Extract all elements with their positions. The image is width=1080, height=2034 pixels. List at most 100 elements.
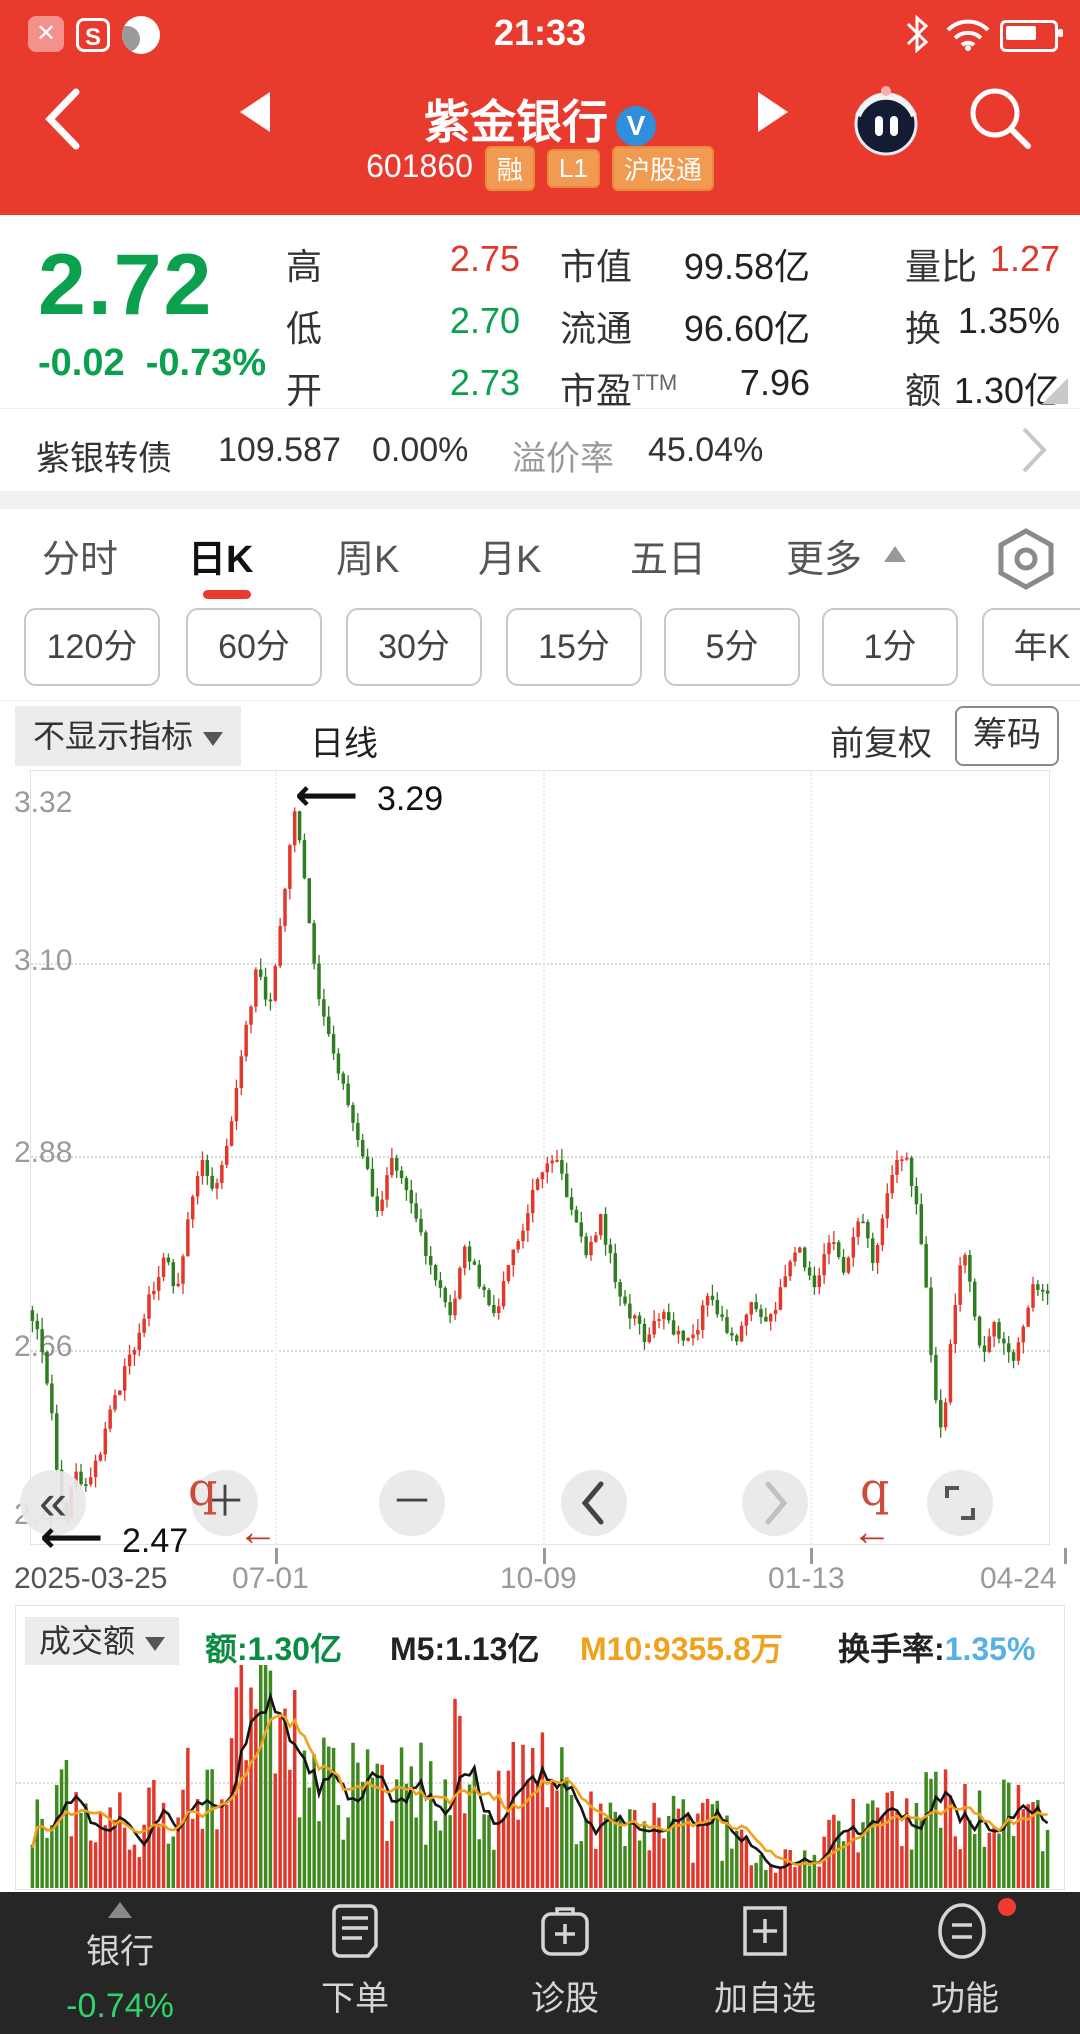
nav-item-functions[interactable]: 功能 — [880, 1892, 1050, 2020]
kline-candles — [30, 807, 1050, 1519]
amount-label: 额 — [905, 370, 942, 411]
btn-15min[interactable]: 15分 — [506, 608, 642, 686]
pan-left-button[interactable] — [561, 1470, 627, 1536]
tab-daily-k[interactable]: 日K — [188, 539, 254, 581]
btn-5min[interactable]: 5分 — [664, 608, 800, 686]
float-label: 流通 — [560, 308, 633, 349]
x-tick-july: 07-01 — [232, 1562, 309, 1595]
tab-minute-chart[interactable]: 分时 — [42, 539, 119, 581]
robot-assistant-icon[interactable] — [848, 82, 924, 158]
marketcap-label: 市值 — [560, 246, 633, 287]
volume-indicator-selector[interactable]: 成交额 — [25, 1617, 180, 1665]
volume-ma10: M10:9355.8万 — [580, 1631, 783, 1667]
notification-x-icon: ✕ — [28, 16, 64, 52]
turnover-rate: 换手率:1.35% — [838, 1631, 1036, 1667]
notification-dot — [998, 1898, 1016, 1916]
collapse-up-icon — [108, 1902, 132, 1918]
caret-down-icon — [203, 731, 224, 746]
pe-value: 7.96 — [739, 362, 810, 403]
volume-amount: 额:1.30亿 — [205, 1631, 342, 1667]
btn-1min[interactable]: 1分 — [822, 608, 958, 686]
order-doc-icon — [332, 1904, 378, 1958]
tab-five-day[interactable]: 五日 — [630, 539, 707, 581]
header: 21:33 ✕ S 紫金银行 V 601860 融 L1 沪股通 — [0, 0, 1080, 215]
volume-chart-area[interactable] — [15, 1605, 1065, 1890]
x-tick-start: 2025-03-25 — [14, 1562, 168, 1595]
volratio-value: 1.27 — [989, 238, 1060, 279]
arrow-left-icon: ⟵ — [295, 771, 359, 820]
next-stock-button[interactable] — [758, 92, 788, 132]
battery-icon — [1000, 20, 1063, 52]
nav-item-diagnose[interactable]: 诊股 — [480, 1892, 650, 2020]
chevron-right-icon — [1022, 427, 1047, 473]
level-badge: L1 — [546, 149, 600, 188]
bluetooth-icon — [906, 14, 929, 54]
red-q-mark-left: q — [188, 1462, 218, 1516]
y-tick-2-88: 2.88 — [14, 1136, 73, 1169]
x-tick-end: 04-24 — [980, 1562, 1057, 1595]
float-value: 96.60亿 — [683, 308, 810, 349]
btn-30min[interactable]: 30分 — [346, 608, 482, 686]
zoom-in-button[interactable]: ＋ — [192, 1470, 258, 1536]
search-icon[interactable] — [962, 80, 1038, 156]
tab-more[interactable]: 更多 — [786, 539, 863, 581]
last-price: 2.72 — [38, 237, 214, 333]
btn-120min[interactable]: 120分 — [24, 608, 160, 686]
y-tick-3-32: 3.32 — [14, 786, 73, 819]
premium-value: 45.04% — [648, 431, 764, 469]
nav-item-order[interactable]: 下单 — [270, 1892, 440, 2020]
amount-value: 1.30亿 — [953, 370, 1060, 411]
collapse-left-button[interactable]: « — [20, 1470, 86, 1536]
high-label: 高 — [286, 246, 323, 287]
bond-name: 紫银转债 — [36, 440, 172, 478]
moon-icon — [122, 16, 160, 54]
expand-corner-icon[interactable] — [1042, 378, 1068, 404]
price-change: -0.02 -0.73% — [38, 342, 267, 384]
turnover-value: 1.35% — [957, 300, 1060, 341]
btn-60min[interactable]: 60分 — [186, 608, 322, 686]
fullscreen-button[interactable] — [927, 1470, 993, 1536]
bottom-nav: 银行 -0.74% 下单 诊股 — [0, 1892, 1080, 2034]
margin-badge: 融 — [484, 146, 535, 191]
gear-settings-icon[interactable] — [995, 528, 1057, 590]
volume-bars — [30, 1665, 1050, 1888]
back-chevron-icon[interactable] — [42, 88, 82, 150]
more-collapse-icon[interactable] — [884, 546, 906, 562]
high-annotation: ⟵ 3.29 — [295, 771, 444, 820]
low-value: 2.70 — [449, 300, 520, 341]
high-value: 2.75 — [449, 238, 520, 279]
tab-monthly-k[interactable]: 月K — [478, 539, 542, 581]
btn-yeark[interactable]: 年K — [982, 608, 1080, 686]
red-q-mark-right: q — [860, 1462, 890, 1516]
indicator-selector[interactable]: 不显示指标 — [15, 706, 242, 766]
low-label: 低 — [286, 308, 323, 349]
wifi-icon — [946, 19, 990, 51]
diagnose-case-icon — [541, 1907, 589, 1956]
red-arrow-left-icon: ← — [238, 1510, 278, 1554]
x-tick-oct: 10-09 — [500, 1562, 577, 1595]
page-title: 紫金银行 — [424, 96, 608, 148]
caret-down-icon — [145, 1636, 166, 1651]
nav-item-add-watchlist[interactable]: 加自选 — [680, 1892, 850, 2020]
adjust-mode-button[interactable]: 前复权 — [830, 725, 932, 763]
prev-stock-button[interactable] — [240, 92, 270, 132]
s-app-icon: S — [76, 18, 110, 52]
active-tab-underline — [203, 590, 251, 599]
pan-right-button[interactable] — [742, 1470, 808, 1536]
add-plus-square-icon — [743, 1906, 787, 1956]
bond-row[interactable]: 紫银转债 109.587 0.00% 溢价率 45.04% — [0, 409, 1080, 491]
premium-label: 溢价率 — [512, 440, 614, 478]
volume-ma5: M5:1.13亿 — [390, 1631, 540, 1667]
open-value: 2.73 — [449, 362, 520, 403]
stock-code: 601860 — [366, 147, 473, 184]
chips-button[interactable]: 筹码 — [955, 706, 1059, 766]
volratio-label: 量比 — [905, 246, 978, 287]
turnover-label: 换 — [905, 308, 942, 349]
nav-item-sector[interactable]: 银行 -0.74% — [35, 1892, 205, 2026]
marketcap-value: 99.58亿 — [683, 246, 810, 287]
period-label: 日线 — [310, 725, 378, 763]
tab-weekly-k[interactable]: 周K — [336, 539, 400, 581]
pe-label: 市盈TTM — [560, 370, 678, 411]
zoom-out-button[interactable]: － — [379, 1470, 445, 1536]
